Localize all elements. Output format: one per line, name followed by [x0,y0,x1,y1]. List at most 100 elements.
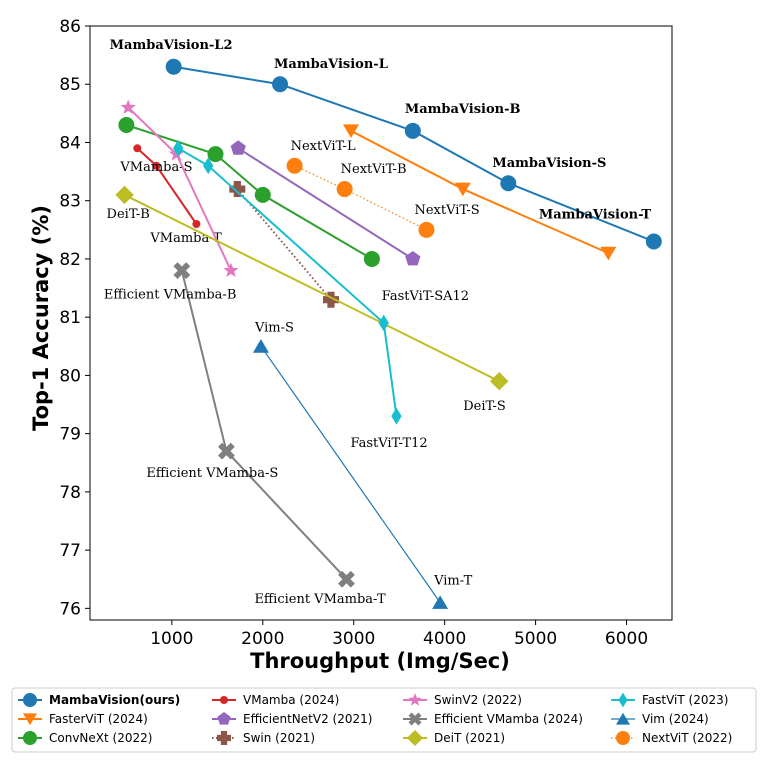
data-point [363,250,380,267]
series-line [260,345,441,603]
data-point [286,157,303,174]
x-tick-label: 4000 [423,629,466,649]
data-point [230,140,246,155]
point-label: MambaVision-B [405,102,521,117]
data-point [616,712,630,725]
point-label: MambaVision-L2 [110,38,233,53]
y-tick-label: 77 [59,541,81,561]
y-tick-label: 84 [59,133,81,153]
data-point [378,314,389,332]
point-label: Efficient VMamba-B [104,288,237,303]
data-point [152,161,161,170]
data-point [272,76,289,93]
data-point [254,186,271,203]
data-point [165,58,182,75]
series-nextvit-2022: NextViT-L NextViT-B NextViT-S [286,139,480,238]
point-label: Efficient VMamba-S [146,466,278,481]
legend-item: FastViT (2023) [611,692,728,708]
legend-label: FastViT (2023) [642,693,728,707]
data-point [252,339,269,353]
legend-item: DeiT (2021) [403,729,505,747]
legend-label: VMamba (2024) [243,693,339,707]
point-label: Vim-S [254,320,294,335]
legend-label: EfficientNetV2 (2021) [243,712,372,726]
y-axis-label: Top-1 Accuracy (%) [29,205,53,431]
x-axis-ticks: 1000 2000 3000 4000 5000 6000 [150,620,648,649]
data-point [336,181,353,198]
legend-label: DeiT (2021) [434,731,505,745]
legend-label: MambaVision(ours) [49,693,180,707]
point-label: Vim-T [433,574,473,589]
data-point [500,175,517,192]
y-axis-ticks: 76 77 78 79 80 81 82 83 84 85 86 [59,17,90,619]
y-tick-label: 82 [59,250,81,270]
legend-label: ConvNeXt (2022) [49,731,152,745]
point-label: Efficient VMamba-T [254,592,386,607]
series-line [124,193,500,383]
legend-label: FasterViT (2024) [49,712,148,726]
x-marker-shape [408,712,422,726]
data-point [391,407,402,425]
data-point [408,712,422,726]
point-label: NextViT-B [341,162,407,177]
y-tick-label: 83 [59,192,81,212]
y-tick-label: 80 [59,366,81,386]
data-point [220,696,228,704]
series-line [180,270,348,580]
x-tick-label: 5000 [514,629,557,649]
data-point [618,692,628,708]
data-point [223,262,239,278]
data-point [133,144,142,153]
legend: MambaVision(ours) FasterViT (2024) ConvNeX… [11,687,757,753]
legend-item: MambaVision(ours) [18,693,180,707]
data-point [118,117,135,133]
data-point [23,731,37,745]
x-marker-shape [173,262,191,279]
data-point [173,139,184,157]
x-axis-label: Throughput (Img/Sec) [250,649,510,673]
point-label: DeiT-B [107,207,150,222]
series-swin-2021 [229,181,339,308]
y-tick-label: 78 [59,483,81,503]
data-point [115,185,134,205]
x-marker-shape [218,442,235,460]
legend-frame [11,687,757,753]
data-point [322,291,339,308]
point-label: FastViT-T12 [350,436,427,451]
data-point [173,262,191,279]
series-line [127,106,232,272]
legend-label: SwinV2 (2022) [434,693,522,707]
data-point [23,693,37,707]
data-point [229,181,246,198]
series-mambavision-ours: MambaVision-L2 MambaVision-L MambaVision-B… [110,38,662,250]
data-point [120,99,136,115]
y-tick-label: 76 [59,599,81,619]
series-line [350,129,609,255]
series-line [177,147,398,417]
series-efficient-vmamba-2024: Efficient VMamba-B Efficient VMamba-S Effi… [104,262,386,607]
data-point [217,712,231,725]
data-point [203,157,214,175]
legend-item: VMamba (2024) [212,693,339,707]
series-convnext-2022 [118,117,380,267]
legend-label: Swin (2021) [243,731,315,745]
y-tick-label: 81 [59,308,81,328]
x-tick-label: 3000 [332,629,375,649]
point-label: MambaVision-S [492,156,606,171]
point-label: MambaVision-L [274,57,388,72]
series-swinv2-2022 [120,99,239,278]
x-tick-label: 6000 [605,629,648,649]
series-line [236,188,332,301]
legend-item: NextViT (2022) [611,731,732,745]
y-tick-label: 79 [59,425,81,445]
data-point [404,122,421,139]
data-point [342,124,359,139]
series-efficientnetv2-2021 [230,140,421,266]
legend-item: FasterViT (2024) [18,712,148,726]
x-marker-shape [338,570,355,588]
data-point [408,693,422,706]
x-tick-label: 1000 [150,629,193,649]
series-deit-2021: DeiT-B DeiT-S [107,185,509,414]
